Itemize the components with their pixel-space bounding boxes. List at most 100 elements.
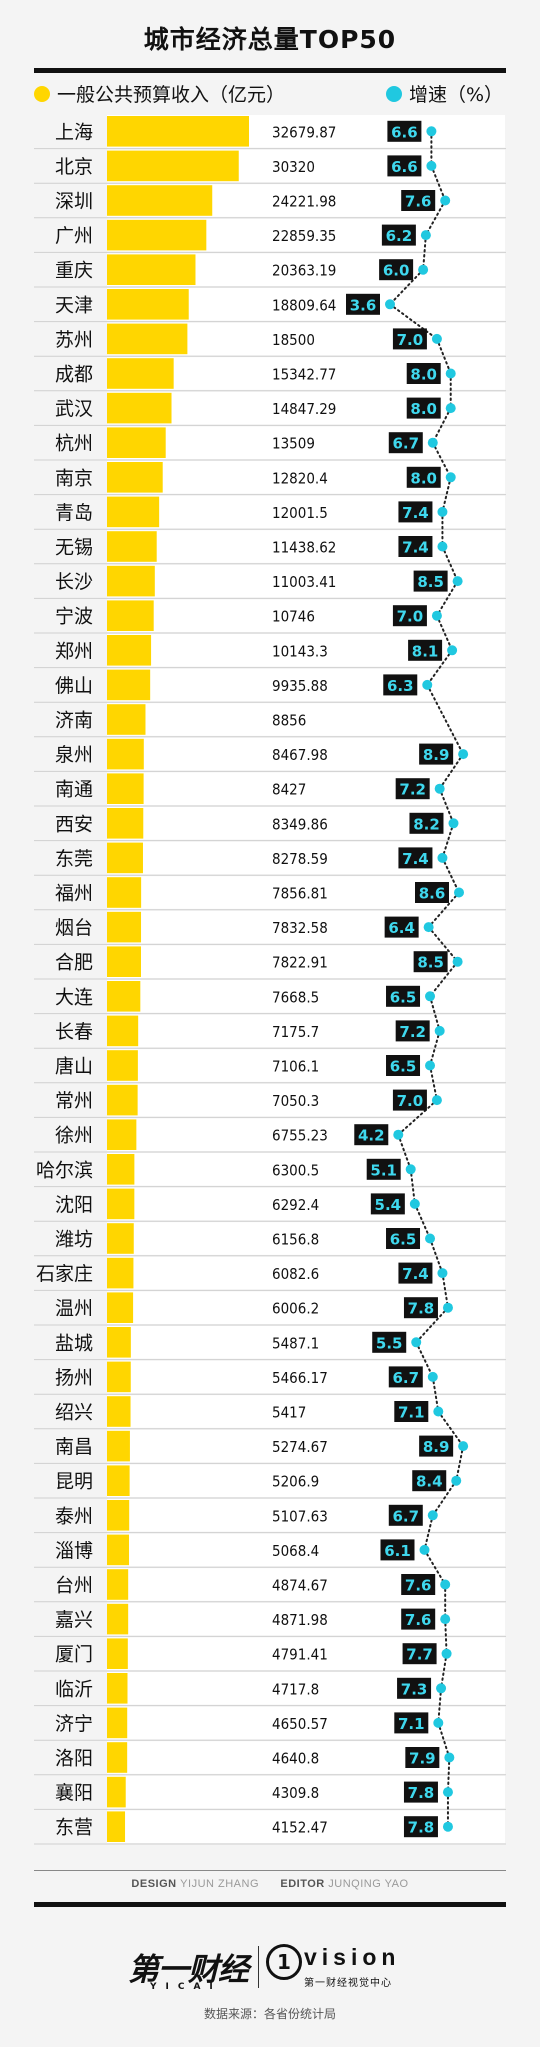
growth-dot [442, 1821, 453, 1832]
revenue-bar [107, 704, 146, 735]
growth-badge [406, 466, 441, 488]
growth-dot [447, 645, 458, 656]
chart-svg: 上海 32679.87 6.6 北京 30320 6.6 深圳 24221.98 7.6 广州 22… [34, 115, 506, 1845]
growth-value-label: 7.8 [408, 1819, 435, 1837]
revenue-value-label: 7106.1 [272, 1058, 319, 1076]
growth-value-label: 6.6 [391, 158, 418, 176]
row-background [107, 1775, 505, 1809]
growth-dot [436, 1683, 447, 1694]
city-label: 南京 [55, 467, 93, 489]
growth-value-label: 8.1 [412, 642, 439, 660]
revenue-value-label: 8278.59 [272, 850, 328, 868]
growth-badge [398, 847, 433, 869]
growth-line-segment [429, 1029, 441, 1067]
growth-dot [425, 1060, 436, 1071]
city-label: 福州 [55, 883, 93, 905]
growth-value-label: 6.7 [392, 1369, 419, 1387]
growth-line-segment [409, 1168, 416, 1205]
row-background [107, 1153, 505, 1186]
vision-logo-sub: 第一财经视觉中心 [304, 1978, 392, 1989]
city-label: 哈尔滨 [36, 1159, 93, 1181]
growth-badge [392, 605, 427, 627]
city-label: 北京 [55, 156, 93, 178]
revenue-bar [107, 116, 249, 147]
growth-badge [370, 1193, 405, 1215]
revenue-value-label: 5107.63 [272, 1507, 328, 1525]
growth-dot [411, 1337, 422, 1348]
growth-badge [403, 1816, 438, 1838]
growth-value-label: 8.9 [423, 1438, 450, 1456]
row-background [107, 1810, 505, 1843]
revenue-value-label: 12820.4 [272, 469, 328, 487]
growth-badge [398, 536, 433, 557]
revenue-bar [107, 635, 152, 666]
city-label: 洛阳 [55, 1748, 93, 1770]
growth-dot [451, 1475, 462, 1486]
revenue-bar [107, 531, 157, 562]
growth-line-segment [422, 234, 427, 271]
revenue-value-label: 18809.64 [272, 296, 336, 314]
growth-badge [405, 1747, 440, 1768]
revenue-bar [107, 600, 154, 631]
city-label: 济南 [55, 710, 93, 732]
revenue-value-label: 18500 [272, 331, 315, 349]
growth-badge [394, 1712, 429, 1734]
city-label: 沈阳 [55, 1194, 93, 1216]
revenue-bar [107, 1084, 138, 1116]
revenue-value-label: 5466.17 [272, 1369, 328, 1387]
revenue-bar [107, 1119, 137, 1150]
growth-badge [354, 1124, 389, 1146]
revenue-value-label: 7175.7 [272, 1023, 319, 1041]
growth-badge [401, 1608, 436, 1630]
growth-badge [415, 882, 449, 903]
growth-value-label: 6.5 [390, 988, 417, 1006]
growth-dot [440, 1614, 451, 1625]
growth-badge [366, 1158, 401, 1180]
growth-line-segment [441, 856, 460, 894]
revenue-value-label: 11003.41 [272, 573, 336, 591]
growth-dot [420, 230, 431, 241]
city-label: 东营 [55, 1817, 93, 1839]
growth-badge [408, 639, 443, 661]
growth-line-segment [441, 1272, 449, 1309]
growth-line-segment [415, 1341, 434, 1378]
legend-bar: 一般公共预算收入（亿元） [34, 80, 285, 107]
revenue-value-label: 7856.81 [272, 885, 328, 903]
growth-line-segment [431, 1375, 440, 1413]
growth-line-segment [389, 268, 425, 306]
revenue-bar [107, 1050, 138, 1081]
growth-dot [452, 576, 463, 587]
city-label: 长春 [55, 1021, 93, 1043]
growth-badge [383, 674, 418, 696]
growth-dot [393, 1129, 404, 1140]
revenue-value-label: 14847.29 [272, 400, 336, 418]
growth-badge [381, 224, 416, 246]
growth-line-segment [413, 1202, 432, 1240]
growth-badge [380, 1539, 415, 1561]
editor-label: EDITOR [280, 1878, 325, 1890]
growth-dot [431, 1095, 442, 1106]
growth-badge [346, 293, 380, 315]
growth-badge [379, 259, 414, 281]
growth-badge [398, 501, 433, 523]
growth-value-label: 6.6 [391, 123, 418, 141]
growth-badge [386, 985, 421, 1007]
city-label: 绍兴 [55, 1402, 93, 1424]
revenue-bar [107, 1188, 135, 1220]
growth-badge [419, 743, 454, 765]
growth-value-label: 5.4 [375, 1196, 402, 1214]
city-label: 大连 [55, 986, 93, 1008]
logo-divider [258, 1946, 259, 1988]
growth-line-segment [426, 683, 465, 756]
growth-line-segment [435, 337, 452, 375]
revenue-bar [107, 323, 188, 355]
revenue-value-label: 4152.47 [272, 1819, 328, 1837]
revenue-bar [107, 1534, 130, 1566]
revenue-value-label: 4309.8 [272, 1784, 319, 1802]
growth-dot [418, 264, 429, 275]
revenue-value-label: 9935.88 [272, 677, 328, 695]
city-label: 泰州 [55, 1505, 93, 1527]
revenue-value-label: 7822.91 [272, 954, 328, 972]
row-background [107, 1499, 505, 1532]
growth-value-label: 7.4 [402, 1265, 429, 1283]
